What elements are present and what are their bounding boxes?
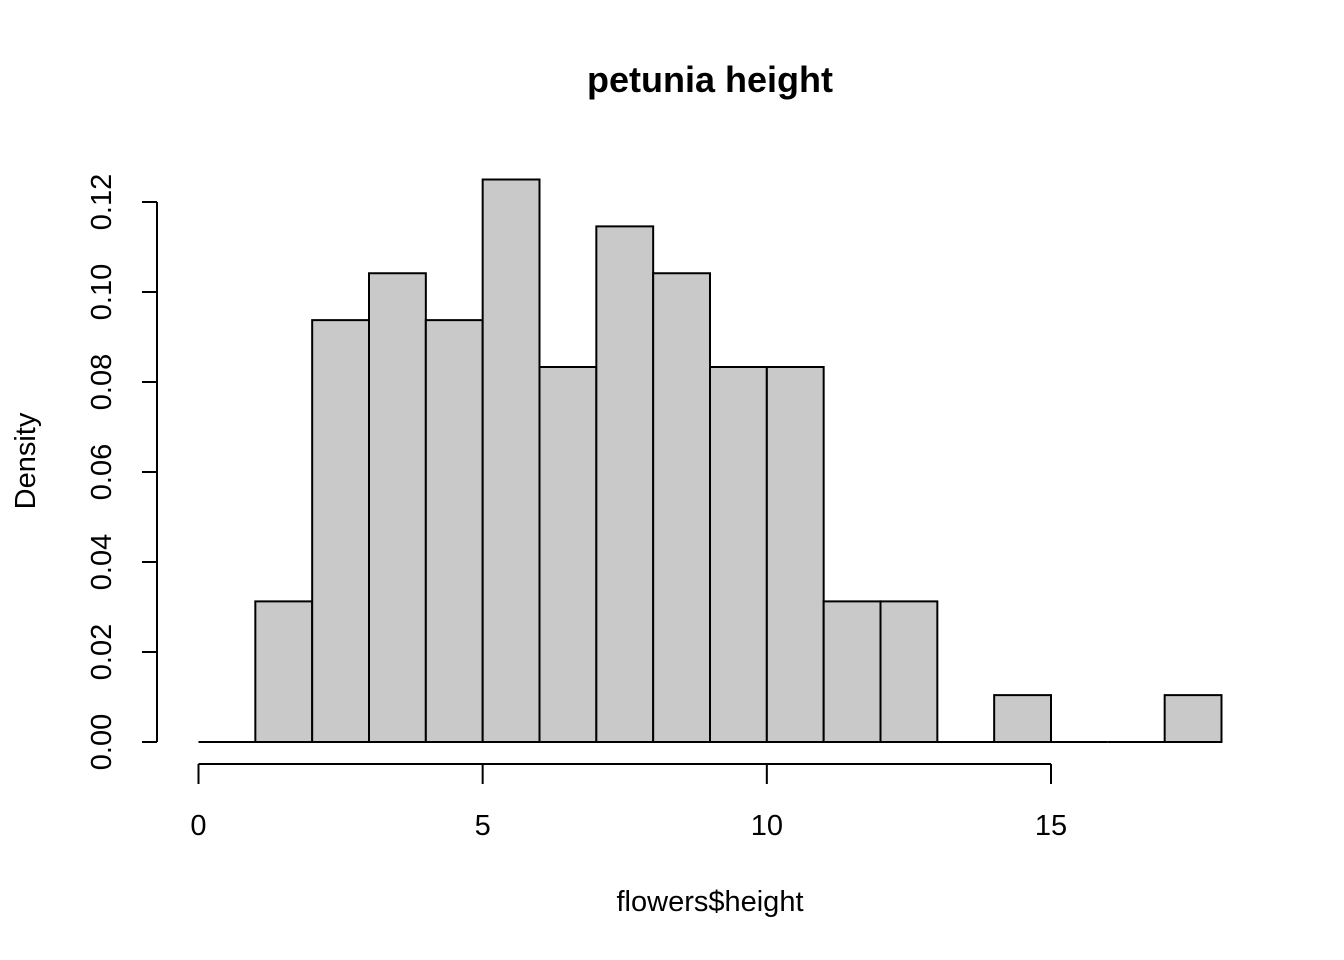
x-tick-label: 0 <box>190 810 206 842</box>
histogram-bar <box>709 366 768 743</box>
histogram-bar <box>822 600 882 743</box>
y-tick-label: 0.12 <box>86 174 118 230</box>
histogram-bar <box>368 272 427 743</box>
y-tick-label: 0.00 <box>86 714 118 770</box>
histogram-bar <box>993 694 1053 743</box>
histogram-bar <box>879 600 939 743</box>
y-axis-label: Density <box>10 412 42 509</box>
histogram-bar <box>311 319 370 743</box>
x-tick-label: 15 <box>1035 810 1067 842</box>
histogram-bar <box>1163 694 1223 743</box>
y-tick-label: 0.04 <box>86 534 118 590</box>
histogram-bar <box>538 366 598 743</box>
bars-group <box>254 178 1223 743</box>
chart-title: petunia height <box>587 59 833 100</box>
histogram-bar <box>254 600 314 743</box>
x-axis: 0 5 10 15 <box>190 763 1067 842</box>
y-axis: 0.00 0.02 0.04 0.06 0.08 0.10 0.12 <box>86 174 158 770</box>
histogram-bar <box>481 178 541 743</box>
x-tick-label: 5 <box>475 810 491 842</box>
y-tick-label: 0.06 <box>86 444 118 500</box>
histogram-bar <box>424 319 484 743</box>
y-tick-label: 0.02 <box>86 624 118 680</box>
histogram-bar <box>652 272 712 743</box>
x-tick-label: 10 <box>751 810 783 842</box>
y-tick-label: 0.08 <box>86 354 118 410</box>
x-axis-label: flowers$height <box>617 886 804 918</box>
histogram-bar <box>765 366 825 743</box>
y-tick-label: 0.10 <box>86 264 118 320</box>
histogram-bar <box>595 225 655 743</box>
